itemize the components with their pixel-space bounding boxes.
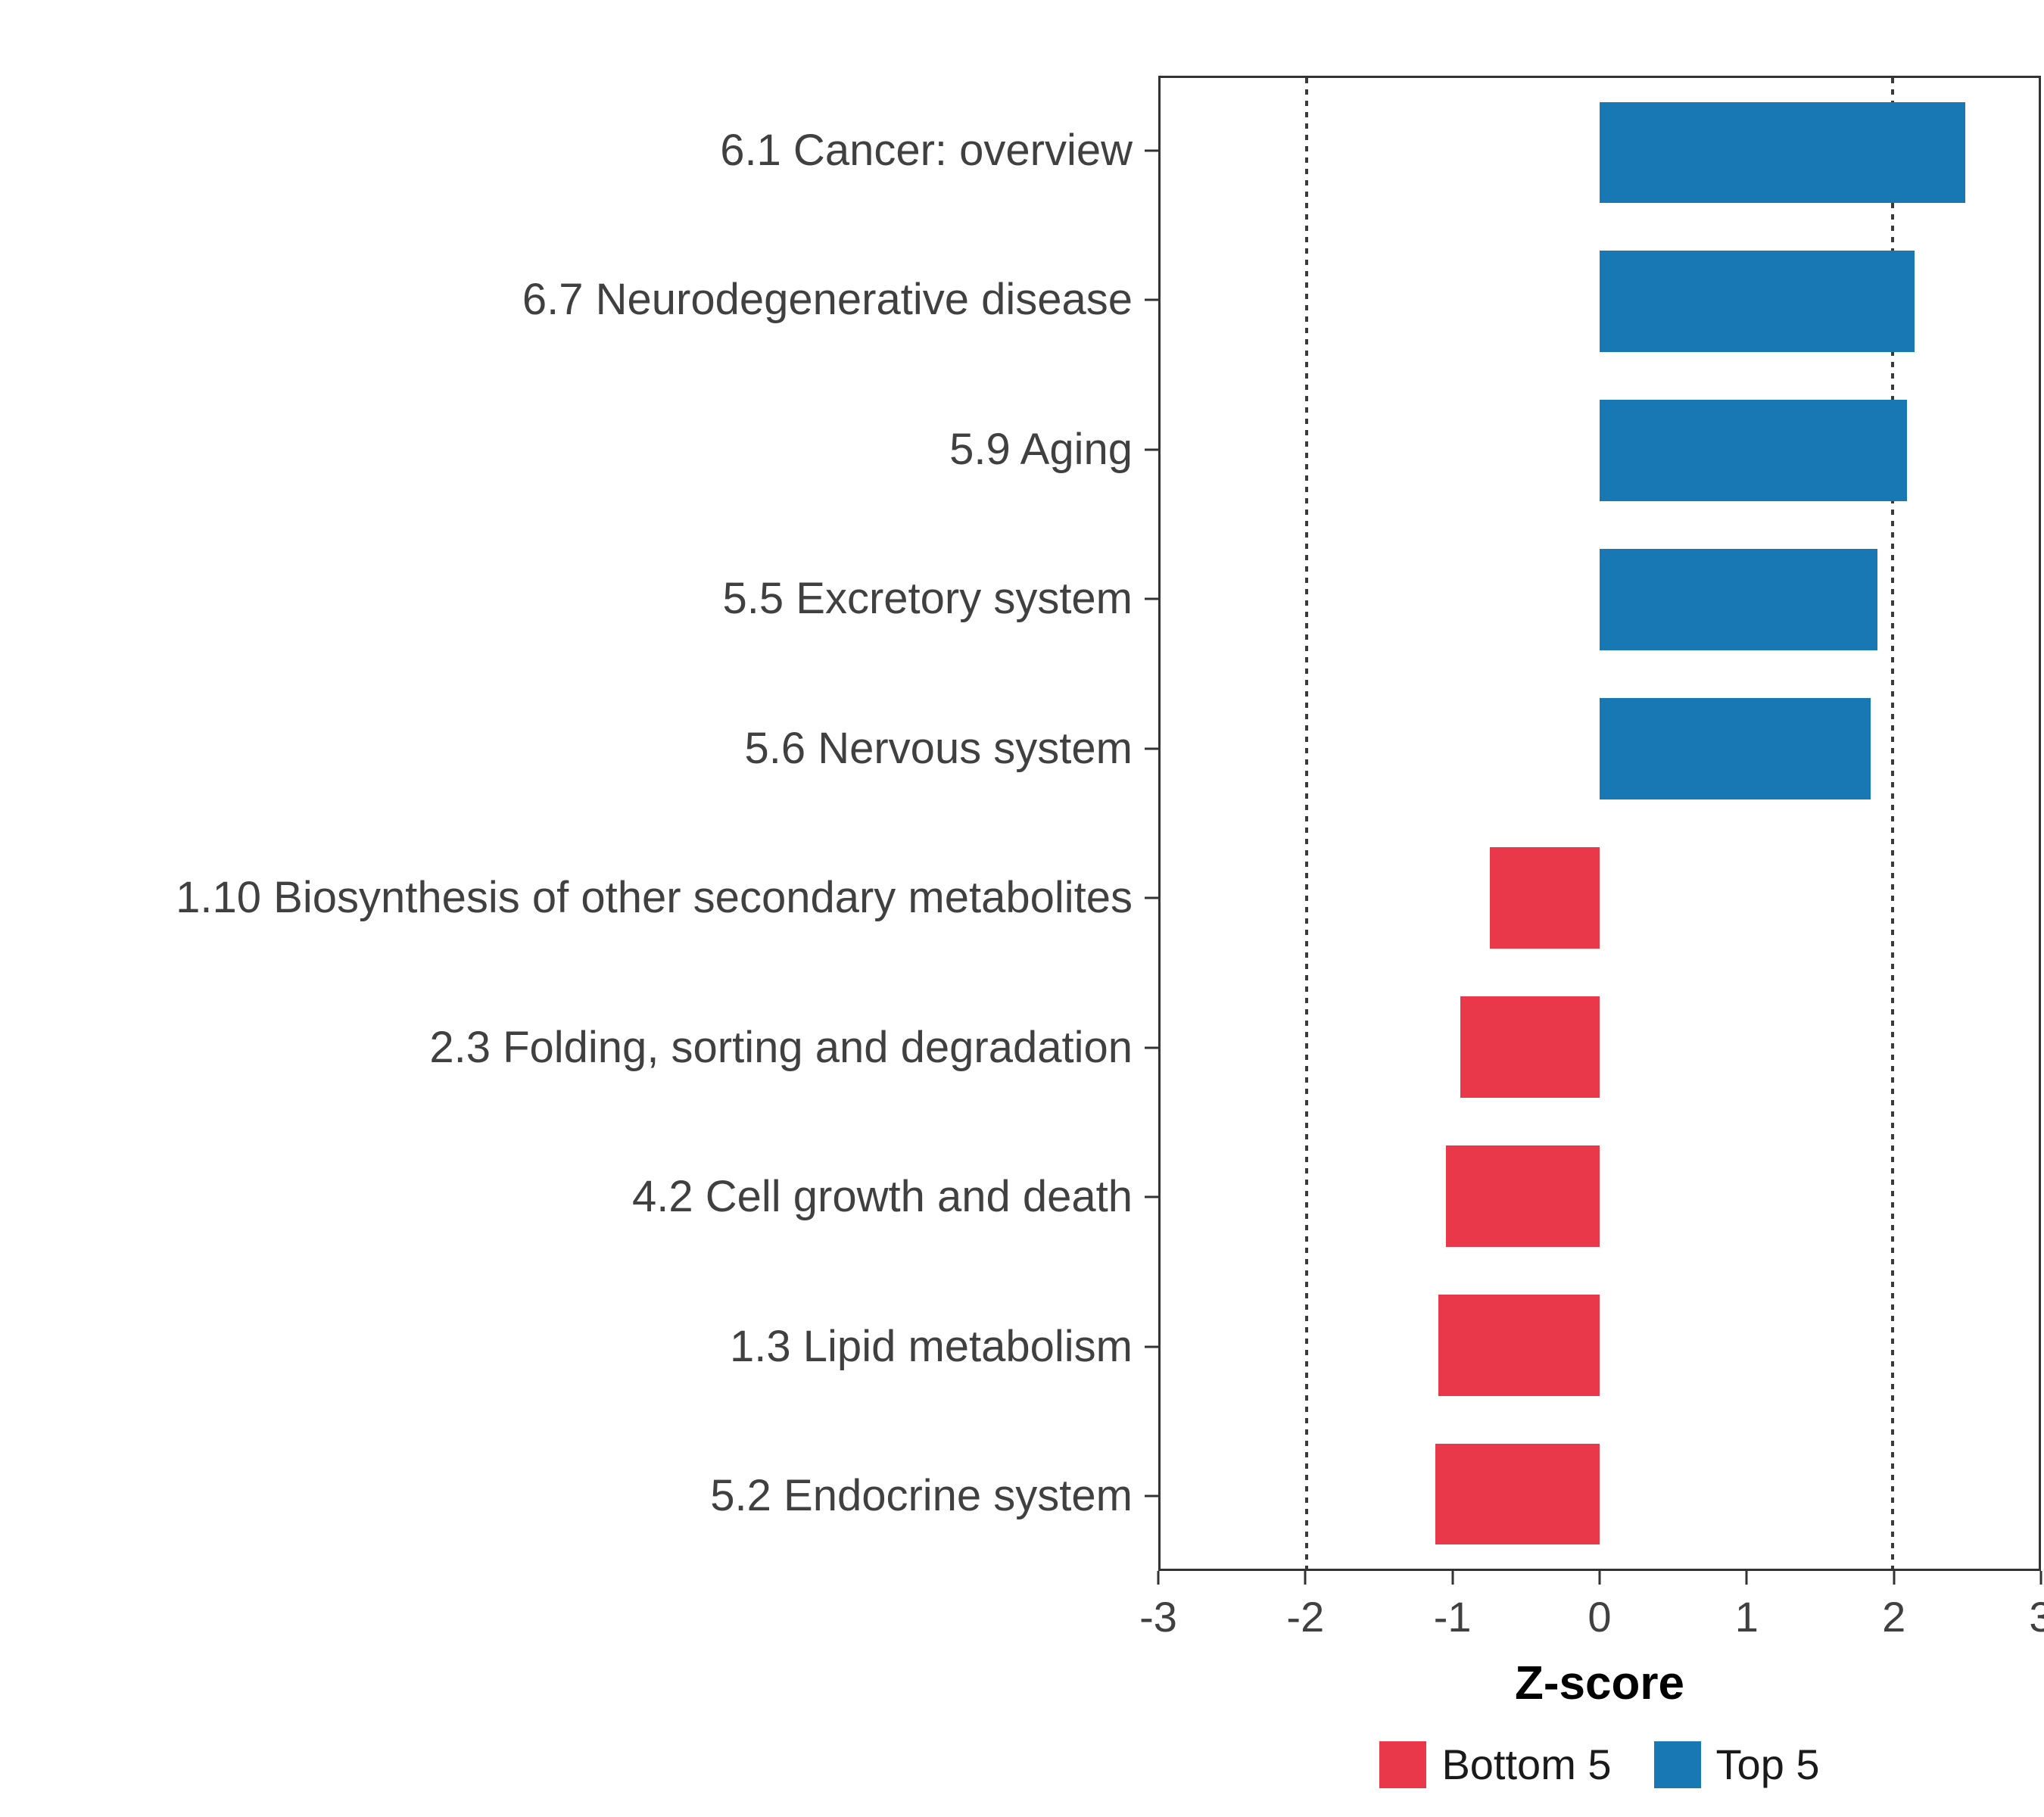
bar-1-10-biosynthesis-of-other-secondary-metabolites (1490, 847, 1600, 949)
y-tick (1145, 149, 1158, 152)
legend-label-bottom-5: Bottom 5 (1441, 1741, 1612, 1788)
x-tick (1451, 1571, 1454, 1585)
y-tick (1145, 448, 1158, 451)
category-label-5-2-endocrine-system: 5.2 Endocrine system (710, 1471, 1133, 1521)
category-label-6-1-cancer-overview: 6.1 Cancer: overview (720, 125, 1133, 175)
x-tick-label-0: 0 (1588, 1593, 1612, 1641)
legend-label-top-5: Top 5 (1715, 1741, 1820, 1788)
legend-item-bottom-5: Bottom 5 (1379, 1741, 1612, 1788)
x-tick-label-1: 1 (1734, 1593, 1759, 1641)
x-tick-label-2: 2 (1882, 1593, 1906, 1641)
legend-item-top-5: Top 5 (1653, 1741, 1820, 1788)
legend-swatch-bottom-5 (1379, 1741, 1427, 1788)
x-tick (1893, 1571, 1896, 1585)
y-tick (1145, 298, 1158, 301)
category-label-1-3-lipid-metabolism: 1.3 Lipid metabolism (730, 1321, 1133, 1371)
legend-swatch-top-5 (1653, 1741, 1701, 1788)
y-axis-labels: 6.1 Cancer: overview 6.7 Neurodegenerativ… (0, 76, 1133, 1571)
bar-6-1-cancer-overview (1600, 101, 1966, 204)
bar-5-5-excretory-system (1600, 549, 1878, 651)
category-label-6-7-neurodegenerative-disease: 6.7 Neurodegenerative disease (522, 275, 1133, 325)
bar-5-2-endocrine-system (1435, 1443, 1600, 1545)
plot-panel (1158, 76, 2041, 1571)
x-tick (1157, 1571, 1160, 1585)
bar-2-3-folding-sorting-and-degradation (1460, 996, 1600, 1098)
y-tick (1145, 1345, 1158, 1348)
x-tick (1598, 1571, 1601, 1585)
x-axis-title: Z-score (1515, 1657, 1684, 1709)
y-tick (1145, 1494, 1158, 1498)
category-label-4-2-cell-growth-and-death: 4.2 Cell growth and death (632, 1172, 1133, 1222)
bar-4-2-cell-growth-and-death (1446, 1145, 1600, 1247)
x-tick-label--1: -1 (1433, 1593, 1472, 1641)
y-tick (1145, 597, 1158, 600)
x-axis-tick-labels: -3 -2 -1 0 1 2 3 (1139, 1593, 2044, 1649)
x-tick (1745, 1571, 1748, 1585)
x-tick (1304, 1571, 1307, 1585)
category-label-5-5-excretory-system: 5.5 Excretory system (722, 574, 1133, 624)
bar-5-6-nervous-system (1600, 698, 1871, 799)
x-tick-label--3: -3 (1139, 1593, 1177, 1641)
x-tick-label-3: 3 (2029, 1593, 2044, 1641)
bar-6-7-neurodegenerative-disease (1600, 251, 1915, 353)
category-label-5-9-aging: 5.9 Aging (949, 424, 1133, 474)
y-tick (1145, 1046, 1158, 1049)
x-tick-label--2: -2 (1286, 1593, 1325, 1641)
category-label-2-3-folding-sorting-and-degradation: 2.3 Folding, sorting and degradation (429, 1022, 1133, 1072)
legend: Bottom 5 Top 5 (1158, 1741, 2041, 1788)
category-label-5-6-nervous-system: 5.6 Nervous system (744, 723, 1133, 773)
bar-5-9-aging (1600, 400, 1907, 502)
x-tick (2039, 1571, 2042, 1585)
bar-1-3-lipid-metabolism (1438, 1294, 1600, 1396)
reference-line-2 (1890, 78, 1894, 1569)
reference-line--2 (1305, 78, 1309, 1569)
y-axis-ticks (1145, 76, 1158, 1571)
x-axis-ticks (1157, 1571, 2042, 1585)
category-label-1-10-biosynthesis-of-other-secondary-metabolites: 1.10 Biosynthesis of other secondary met… (176, 873, 1133, 923)
y-tick (1145, 1195, 1158, 1198)
y-tick (1145, 896, 1158, 899)
y-tick (1145, 747, 1158, 750)
